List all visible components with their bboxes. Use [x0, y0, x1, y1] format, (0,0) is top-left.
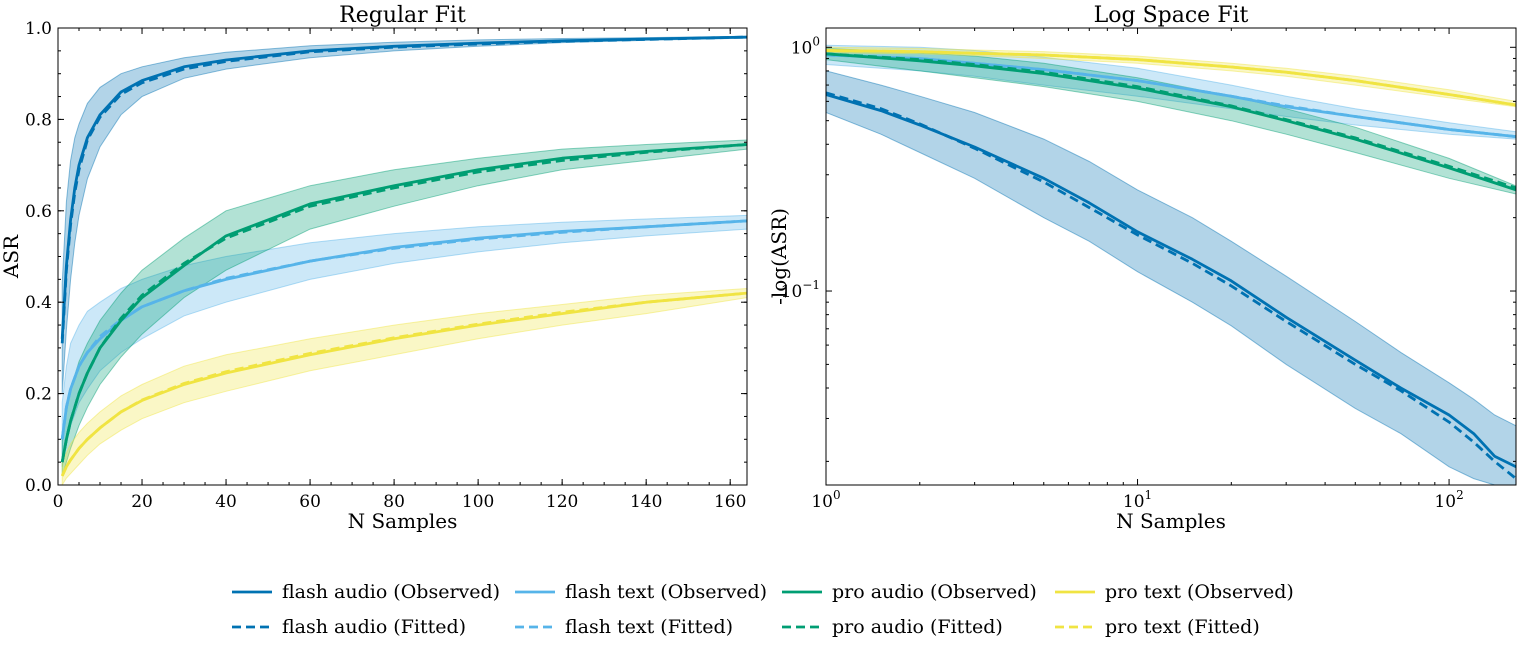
- pro-audio-observed-line: [826, 52, 1516, 192]
- flash-text-fitted-line: [826, 53, 1516, 138]
- legend-label: flash audio (Observed): [282, 581, 500, 603]
- legend-label: flash text (Observed): [565, 581, 767, 603]
- x-tick-label: 140: [630, 492, 662, 512]
- regular-fit-panel: 0 20 40 60 80 100 120 140 160 0.0 0.2 0.4 0.6 0.8 1.0 R…: [0, 3, 748, 533]
- flash-audio-fitted-line: [826, 91, 1516, 480]
- x-tick-label: 0: [53, 492, 64, 512]
- legend-label: flash audio (Fitted): [282, 616, 466, 638]
- legend: flash audio (Observed) flash text (Observ…: [232, 581, 1294, 638]
- flash-audio-confidence-band: [826, 70, 1516, 485]
- y-tick-label: 0.6: [25, 202, 52, 222]
- legend-label: flash text (Fitted): [565, 616, 733, 638]
- legend-item-pro-text-observed: pro text (Observed): [1055, 581, 1294, 603]
- x-tick-label: 120: [546, 492, 578, 512]
- plot-area: [60, 35, 747, 485]
- y-tick-label: 0.8: [25, 110, 52, 130]
- x-tick-label: 160: [714, 492, 746, 512]
- pro-text-confidence-band: [61, 287, 747, 485]
- legend-item-pro-audio-fitted: pro audio (Fitted): [782, 616, 1003, 638]
- legend-item-flash-text-fitted: flash text (Fitted): [515, 616, 733, 638]
- legend-item-pro-audio-observed: pro audio (Observed): [782, 581, 1037, 603]
- chart-title: Regular Fit: [339, 3, 466, 28]
- y-tick-label: 0.2: [25, 385, 52, 405]
- pro-audio-confidence-band: [826, 47, 1516, 195]
- flash-audio-fitted-line: [60, 35, 747, 344]
- legend-label: pro text (Observed): [1105, 581, 1294, 603]
- x-tick-label: 100: [462, 492, 494, 512]
- flash-text-fitted-line: [60, 219, 747, 440]
- log-space-fit-panel: 100 101 102 10−1 100 Log Space Fit N Samples -l…: [767, 3, 1517, 533]
- pro-text-confidence-band: [826, 46, 1516, 108]
- x-axis-label: N Samples: [348, 509, 458, 533]
- y-axis-label: ASR: [0, 234, 23, 279]
- legend-label: pro text (Fitted): [1105, 616, 1260, 638]
- pro-audio-confidence-band: [61, 139, 747, 477]
- plot-area: [826, 44, 1516, 485]
- pro-text-fitted-line: [826, 49, 1516, 107]
- legend-item-pro-text-fitted: pro text (Fitted): [1055, 616, 1260, 638]
- ticks: 0 20 40 60 80 100 120 140 160 0.0 0.2 0.4 0.6 0.8 1.0: [25, 19, 747, 512]
- x-axis-label: N Samples: [1116, 509, 1226, 533]
- flash-audio-confidence-band: [61, 35, 747, 394]
- x-tick-label: 20: [131, 492, 153, 512]
- x-tick-label: 60: [299, 492, 321, 512]
- legend-label: pro audio (Fitted): [832, 616, 1003, 638]
- y-tick-label: 10−1: [781, 278, 820, 302]
- legend-item-flash-text-observed: flash text (Observed): [515, 581, 767, 603]
- legend-item-flash-audio-fitted: flash audio (Fitted): [232, 616, 466, 638]
- x-tick-label: 100: [811, 488, 840, 512]
- x-tick-label: 40: [215, 492, 237, 512]
- pro-text-fitted-line: [60, 291, 747, 477]
- y-tick-label: 100: [791, 34, 820, 58]
- y-axis-label: -log(ASR): [767, 208, 791, 305]
- y-tick-label: 0.0: [25, 476, 52, 496]
- legend-item-flash-audio-observed: flash audio (Observed): [232, 581, 500, 603]
- y-tick-label: 1.0: [25, 19, 52, 39]
- ticks: 100 101 102 10−1 100: [781, 28, 1516, 512]
- axes-frame: [825, 27, 1517, 486]
- pro-audio-fitted-line: [60, 143, 747, 463]
- legend-label: pro audio (Observed): [832, 581, 1037, 603]
- x-tick-label: 101: [1123, 488, 1152, 512]
- chart-title: Log Space Fit: [1094, 3, 1249, 28]
- y-tick-label: 0.4: [25, 293, 52, 313]
- x-tick-label: 102: [1434, 488, 1463, 512]
- x-tick-label: 80: [383, 492, 405, 512]
